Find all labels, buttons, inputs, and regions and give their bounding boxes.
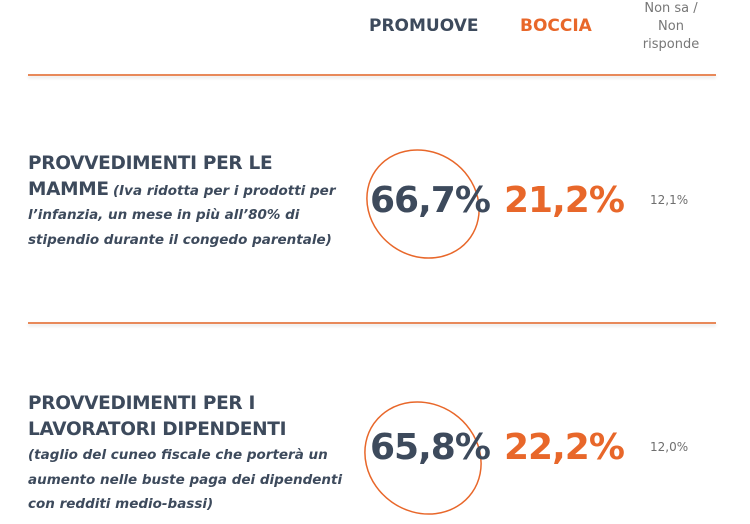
highlight-ellipse: [364, 401, 482, 515]
divider: [28, 322, 716, 324]
boccia-value: 22,2%: [504, 427, 625, 468]
divider: [28, 74, 716, 76]
title-bold: LAVORATORI DIPENDENTI: [28, 418, 287, 440]
title-bold: PROVVEDIMENTI PER I: [28, 393, 256, 414]
title-bold: MAMME: [28, 178, 109, 200]
header-non-sa-line: Non: [658, 19, 684, 34]
non-sa-value: 12,0%: [650, 440, 689, 454]
highlight-ellipse: [366, 149, 480, 259]
header-non-sa-line: risponde: [642, 37, 700, 52]
row-title: PROVVEDIMENTI PER I LAVORATORI DIPENDENT…: [28, 392, 368, 517]
non-sa-value: 12,1%: [650, 193, 689, 207]
row-title: PROVVEDIMENTI PER LE MAMME (Iva ridotta …: [28, 152, 368, 252]
header-non-sa: Non sa / Non risponde: [630, 0, 712, 54]
title-bold: PROVVEDIMENTI PER LE: [28, 153, 273, 174]
title-description: (taglio del cuneo fiscale che porterà un…: [28, 447, 343, 512]
header-promuove: PROMUOVE: [369, 16, 479, 36]
title-description: (Iva ridotta per i prodotti per l’infanz…: [28, 182, 336, 248]
header-boccia: BOCCIA: [520, 16, 592, 36]
header-non-sa-line: Non sa /: [644, 1, 698, 16]
boccia-value: 21,2%: [504, 180, 625, 221]
promuove-value: 66,7%: [370, 180, 491, 221]
promuove-value: 65,8%: [370, 427, 491, 468]
